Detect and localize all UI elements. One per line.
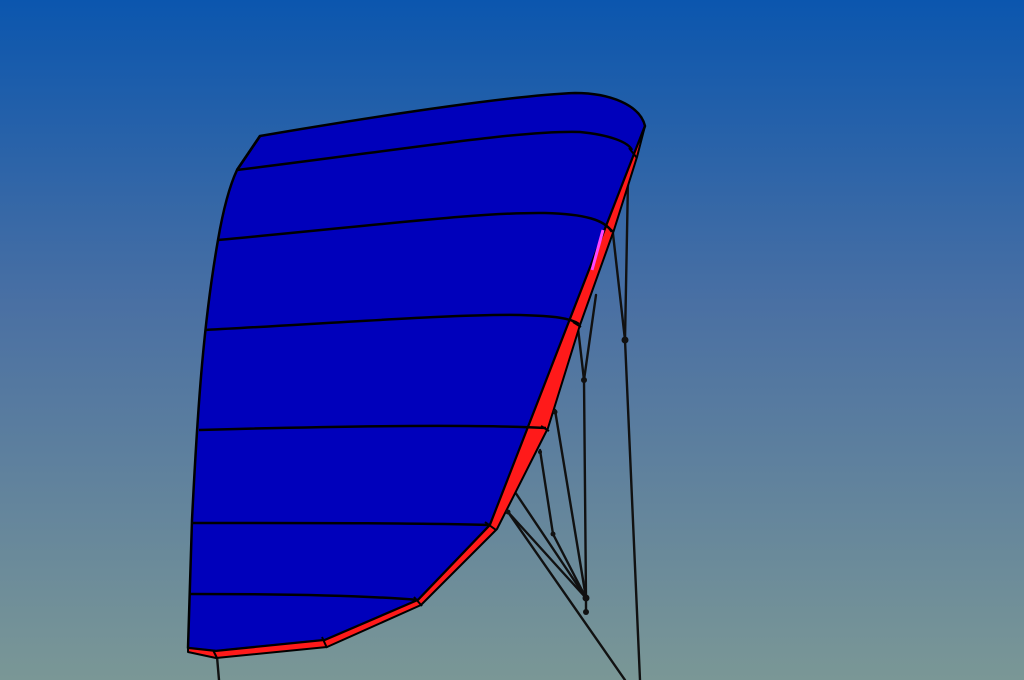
leading-edge bbox=[187, 125, 646, 659]
panel-seam bbox=[189, 592, 419, 602]
panel-seam bbox=[217, 211, 614, 242]
leading-edge-tick bbox=[604, 224, 615, 233]
panel-seams bbox=[189, 130, 634, 602]
bridle-line bbox=[553, 408, 588, 600]
bridle-line bbox=[506, 510, 588, 600]
panel-seam bbox=[198, 424, 547, 432]
bridle-knot bbox=[621, 336, 629, 344]
leading-edge-segments bbox=[212, 147, 638, 659]
leading-edge-tick bbox=[212, 649, 218, 659]
bridle-line bbox=[610, 223, 627, 342]
bridle-knot bbox=[582, 594, 590, 602]
bridle-knots bbox=[505, 336, 629, 615]
bridle-line bbox=[513, 490, 588, 600]
bridle-knot bbox=[583, 609, 589, 615]
canopy-tip-fold bbox=[235, 135, 262, 171]
panel-seam bbox=[192, 521, 491, 527]
leading-edge-tick bbox=[628, 147, 638, 159]
bridle-line bbox=[576, 326, 586, 382]
bridle-line bbox=[506, 510, 627, 680]
bridle-knot bbox=[581, 377, 587, 383]
bridle-knot bbox=[538, 450, 542, 454]
bridle-knot bbox=[505, 509, 511, 515]
panel-seam bbox=[236, 130, 634, 172]
leading-edge-tick bbox=[572, 321, 582, 328]
leading-edge-tick bbox=[321, 636, 328, 649]
panel-seam bbox=[204, 313, 580, 332]
leading-edge-tick bbox=[413, 596, 423, 607]
bridle-knot bbox=[552, 409, 558, 415]
leading-edge-tick bbox=[484, 521, 497, 531]
leading-edge-highlight bbox=[590, 229, 605, 271]
leading-edge-tick bbox=[540, 425, 550, 432]
bridle-knot bbox=[550, 531, 556, 537]
